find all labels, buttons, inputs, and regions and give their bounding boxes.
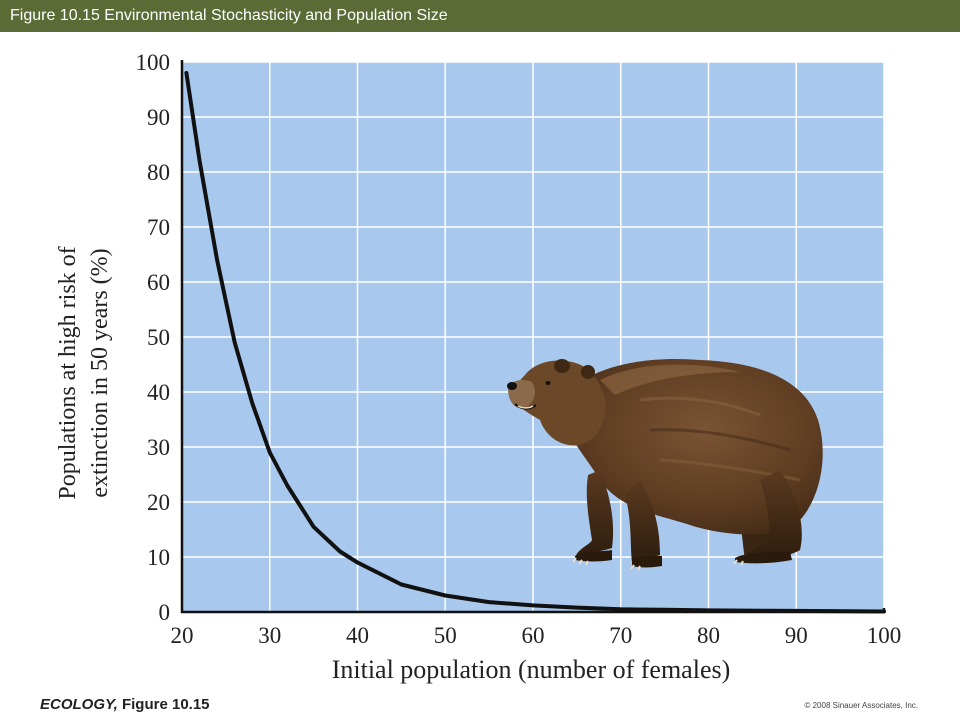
- y-tick-label: 90: [147, 105, 170, 130]
- y-axis-label-line1: Populations at high risk of: [55, 246, 81, 499]
- x-axis-label: Initial population (number of females): [332, 655, 731, 684]
- footer-figure-label: Figure 10.15: [117, 696, 210, 713]
- series-line: [184, 71, 886, 614]
- chart: 0 10 20 30 40 50 60 70 80 90 100 20 30 40 50 60 70 80 90 1…: [55, 50, 902, 684]
- y-tick-label: 40: [147, 380, 170, 405]
- x-ticks: 20 30 40 50 60 70 80 90 100: [171, 623, 902, 648]
- x-tick-label: 100: [867, 623, 902, 648]
- x-tick-label: 70: [609, 623, 632, 648]
- x-tick-label: 40: [346, 623, 369, 648]
- y-tick-label: 50: [147, 325, 170, 350]
- y-tick-label: 30: [147, 435, 170, 460]
- y-tick-label: 20: [147, 490, 170, 515]
- y-ticks: 0 10 20 30 40 50 60 70 80 90 100: [136, 50, 171, 625]
- y-tick-label: 100: [136, 50, 171, 75]
- x-tick-label: 20: [171, 623, 194, 648]
- y-axis-label-line2: extinction in 50 years (%): [87, 248, 113, 497]
- x-tick-label: 50: [434, 623, 457, 648]
- title-bar: Figure 10.15 Environmental Stochasticity…: [0, 0, 960, 32]
- footer-citation: ECOLOGY, Figure 10.15: [40, 696, 210, 713]
- y-tick-label: 70: [147, 215, 170, 240]
- figure-title: Figure 10.15 Environmental Stochasticity…: [10, 7, 448, 24]
- footer-copyright: © 2008 Sinauer Associates, Inc.: [804, 701, 918, 710]
- footer-book-title: ECOLOGY,: [40, 696, 118, 713]
- y-tick-label: 0: [159, 600, 171, 625]
- x-tick-label: 60: [522, 623, 545, 648]
- x-tick-label: 90: [785, 623, 808, 648]
- y-tick-label: 60: [147, 270, 170, 295]
- bear-illustration: [507, 358, 823, 571]
- x-tick-label: 80: [697, 623, 720, 648]
- y-tick-label: 10: [147, 545, 170, 570]
- y-tick-label: 80: [147, 160, 170, 185]
- x-tick-label: 30: [258, 623, 281, 648]
